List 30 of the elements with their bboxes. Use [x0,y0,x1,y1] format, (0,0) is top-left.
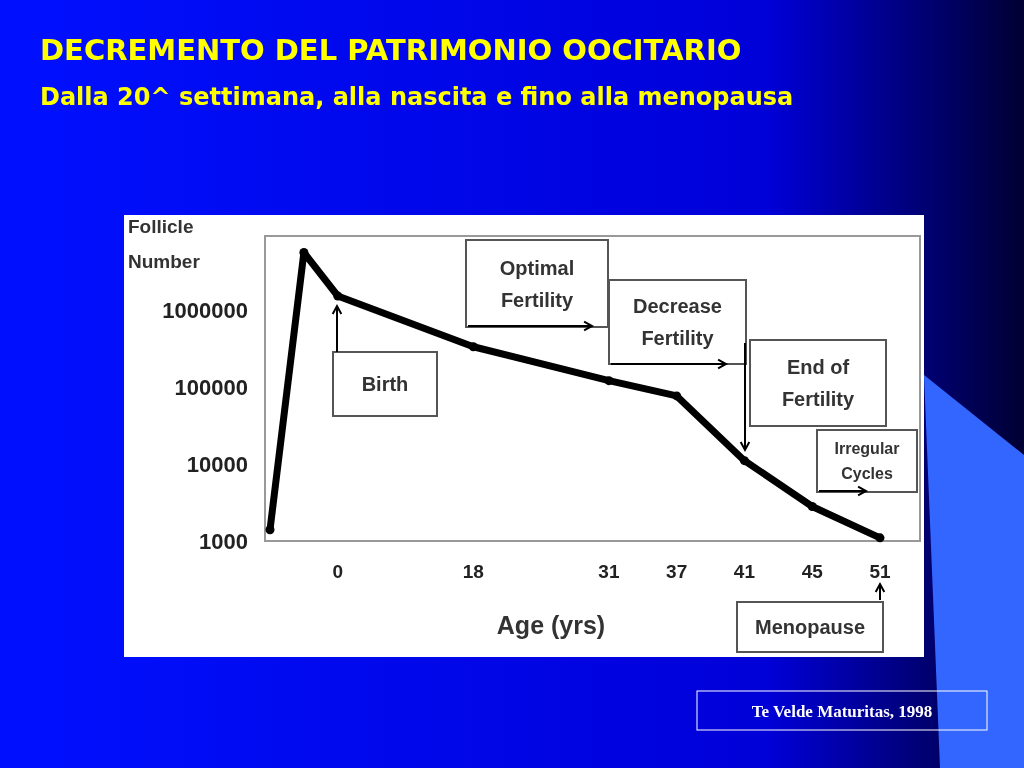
point [807,502,817,512]
y-tick-label: 1000 [199,529,248,554]
x-tick-label: 51 [869,561,891,582]
x-tick-label: 31 [598,561,620,582]
y-tick-label: 100000 [174,374,248,400]
x-tick-label: 41 [733,561,756,582]
x-tick-label: 37 [666,561,688,582]
annotation: Decrease Fertility [633,295,722,349]
annotation: Birth [361,373,409,395]
y-axis-title: Follicle Number [128,216,201,272]
point [333,291,343,301]
text: Menopause [754,616,866,638]
annotation: End of Fertility [781,356,855,410]
point [604,376,614,386]
chart-title: DECREMENTO DEL PATRIMONIO OOCITARIO [40,33,742,67]
text: Te Velde Maturitas, 1998 [751,702,933,721]
x-tick-label: 0 [332,561,344,582]
y-tick-label: 1000000 [162,297,248,323]
point [875,533,885,543]
x-axis-title: Age (yrs) [496,611,606,639]
annotation: Irregular Cycles [834,439,900,483]
y-tick-label: 10000 [186,451,248,477]
point [265,525,275,535]
x-tick-label: 18 [462,561,484,582]
annotation: Optimal Fertility [499,256,575,311]
chart-subtitle: Dalla 20^ settimana, alla nascita e fino alla menopausa [40,83,794,111]
point [739,456,749,466]
x-tick-label: 45 [801,561,824,582]
point [672,391,682,401]
point [468,342,478,352]
